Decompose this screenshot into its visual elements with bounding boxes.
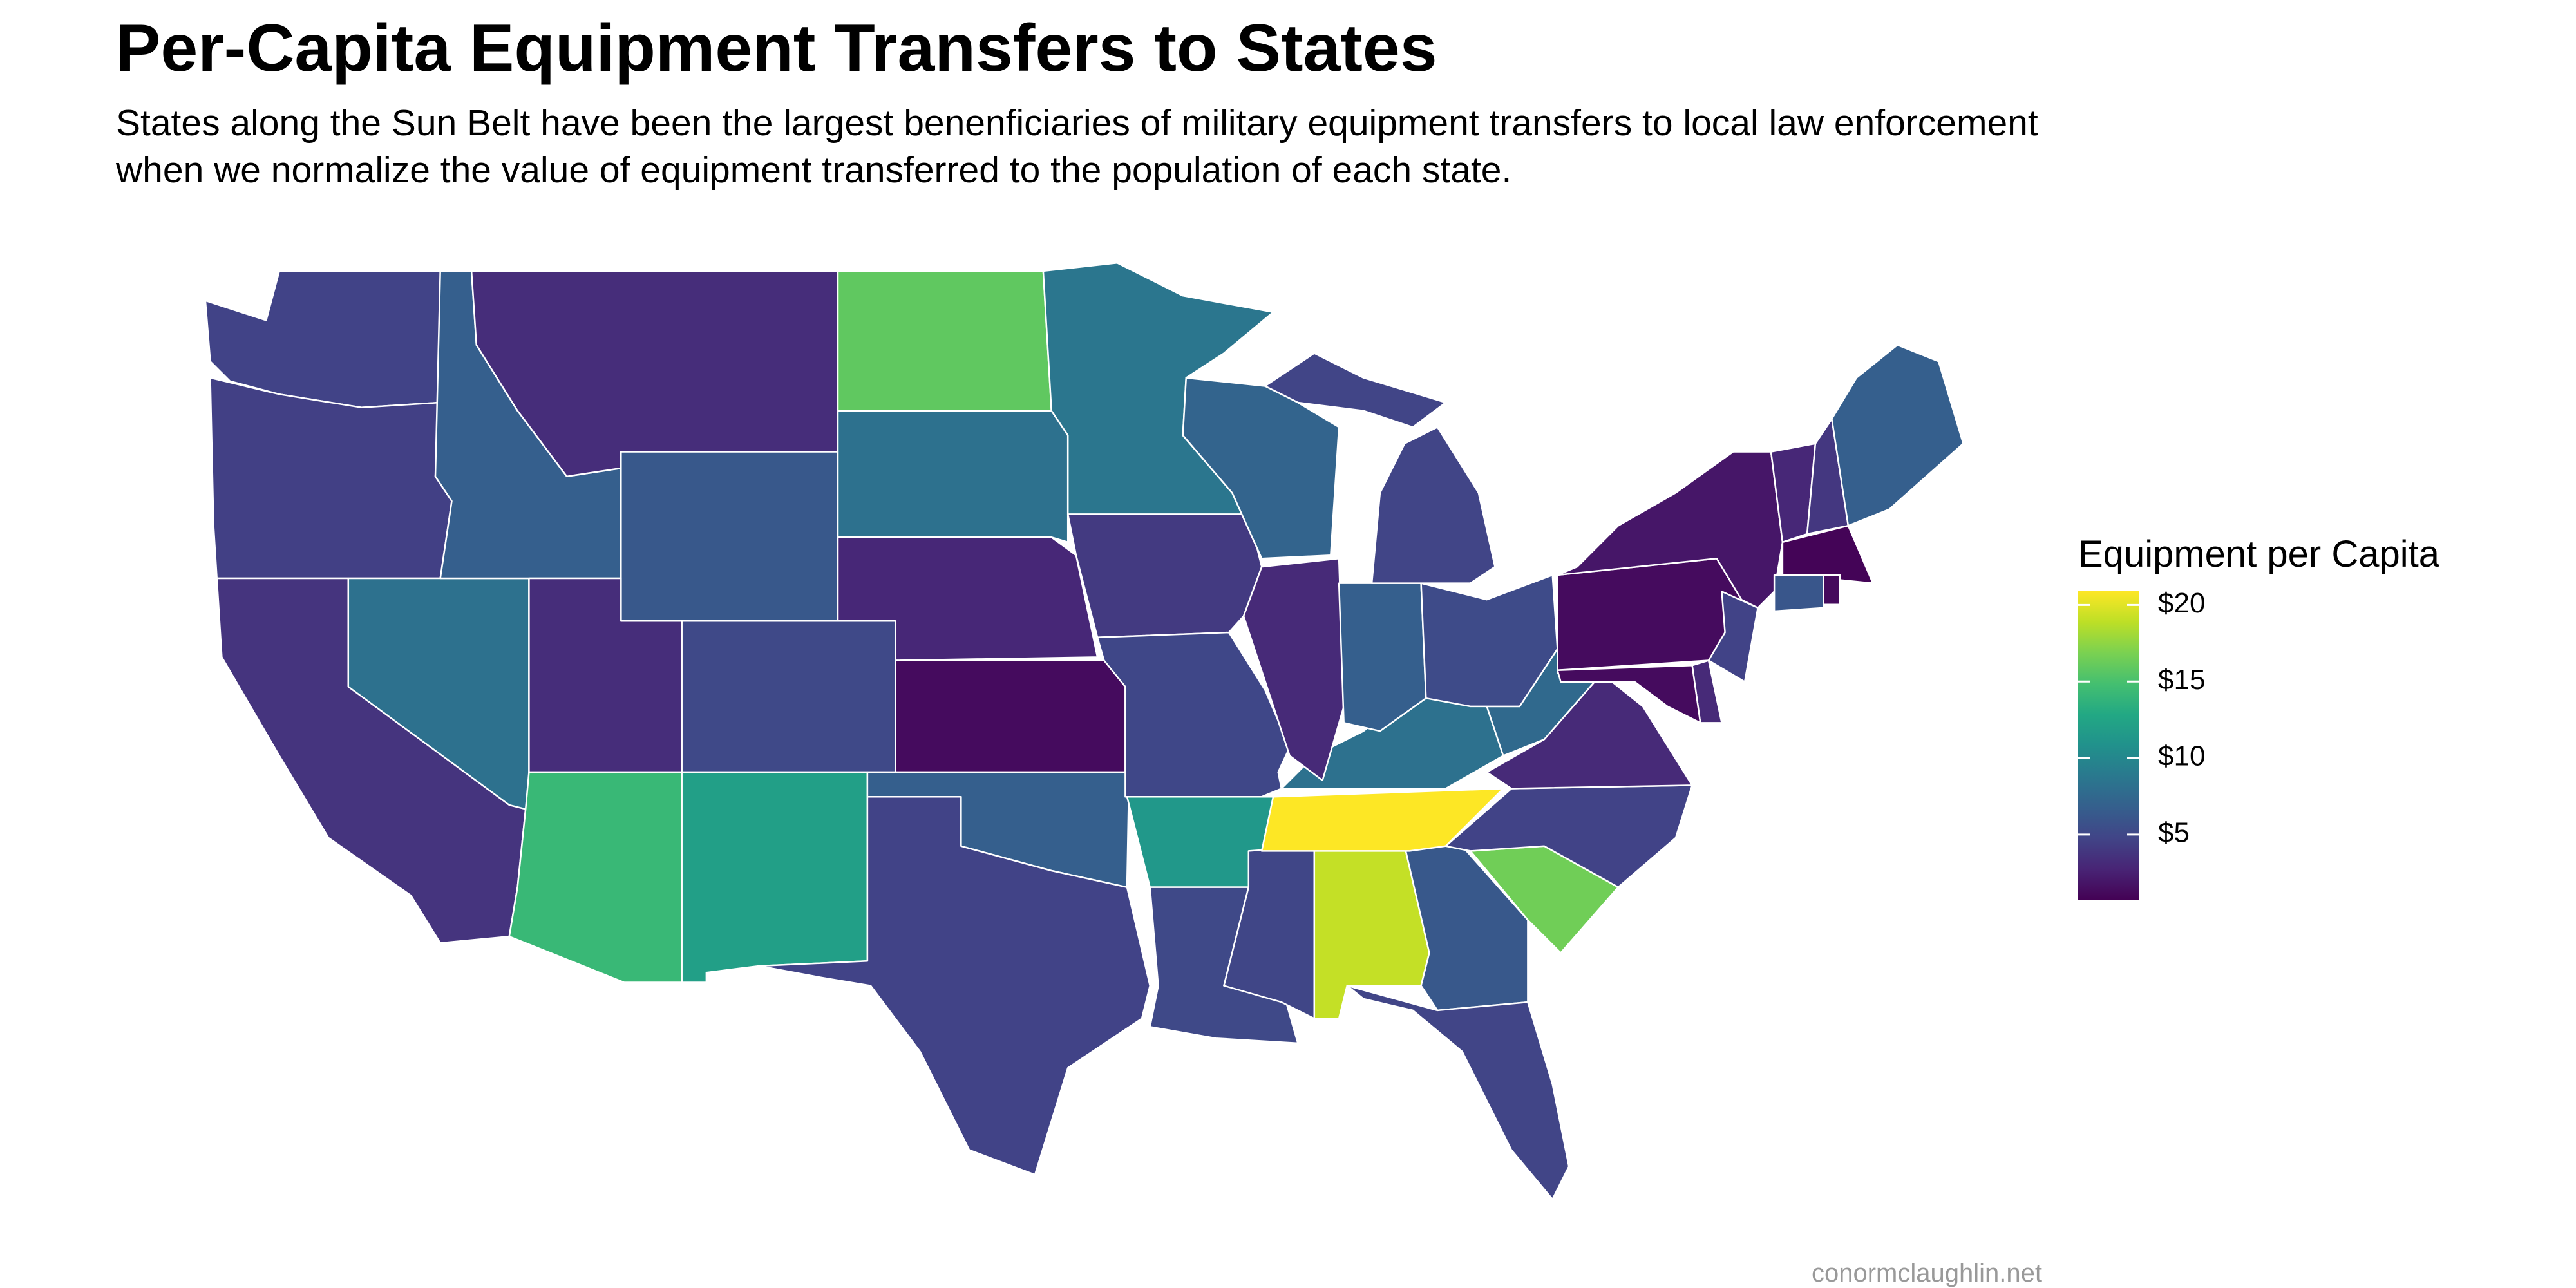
subtitle-line: when we normalize the value of equipment… xyxy=(115,149,1511,191)
state xyxy=(1346,985,1570,1200)
color-tick-label: $10 xyxy=(2158,741,2205,772)
color-bar xyxy=(2078,591,2139,900)
state xyxy=(1557,451,1784,609)
state xyxy=(837,536,1099,661)
subtitle-line: States along the Sun Belt have been the … xyxy=(116,102,2038,144)
state xyxy=(620,451,839,622)
state xyxy=(1264,352,1447,428)
chart-title: Per-Capita Equipment Transfers to States xyxy=(116,11,1437,86)
color-tick-label: $5 xyxy=(2158,817,2190,848)
state xyxy=(681,620,896,773)
state xyxy=(1370,426,1496,584)
state xyxy=(1420,574,1558,708)
state xyxy=(1823,574,1841,606)
state xyxy=(1066,513,1263,639)
state xyxy=(837,410,1069,544)
state xyxy=(1260,788,1504,852)
color-tick-label: $15 xyxy=(2158,664,2205,696)
state xyxy=(1831,344,1964,527)
map xyxy=(204,261,1964,1200)
state xyxy=(1773,574,1824,612)
state xyxy=(1707,591,1759,683)
state xyxy=(1781,525,1874,584)
state xyxy=(1557,664,1701,724)
footer: conormclaughlin.net xyxy=(1812,1259,2042,1287)
state xyxy=(209,377,453,580)
legend-title: Equipment per Capita xyxy=(2078,533,2440,575)
state xyxy=(837,270,1052,412)
color-tick-label: $20 xyxy=(2158,587,2205,619)
state xyxy=(681,771,869,983)
state xyxy=(758,795,1151,1176)
state xyxy=(1182,377,1340,560)
state xyxy=(895,659,1126,773)
state xyxy=(508,771,683,983)
state xyxy=(1242,558,1345,781)
